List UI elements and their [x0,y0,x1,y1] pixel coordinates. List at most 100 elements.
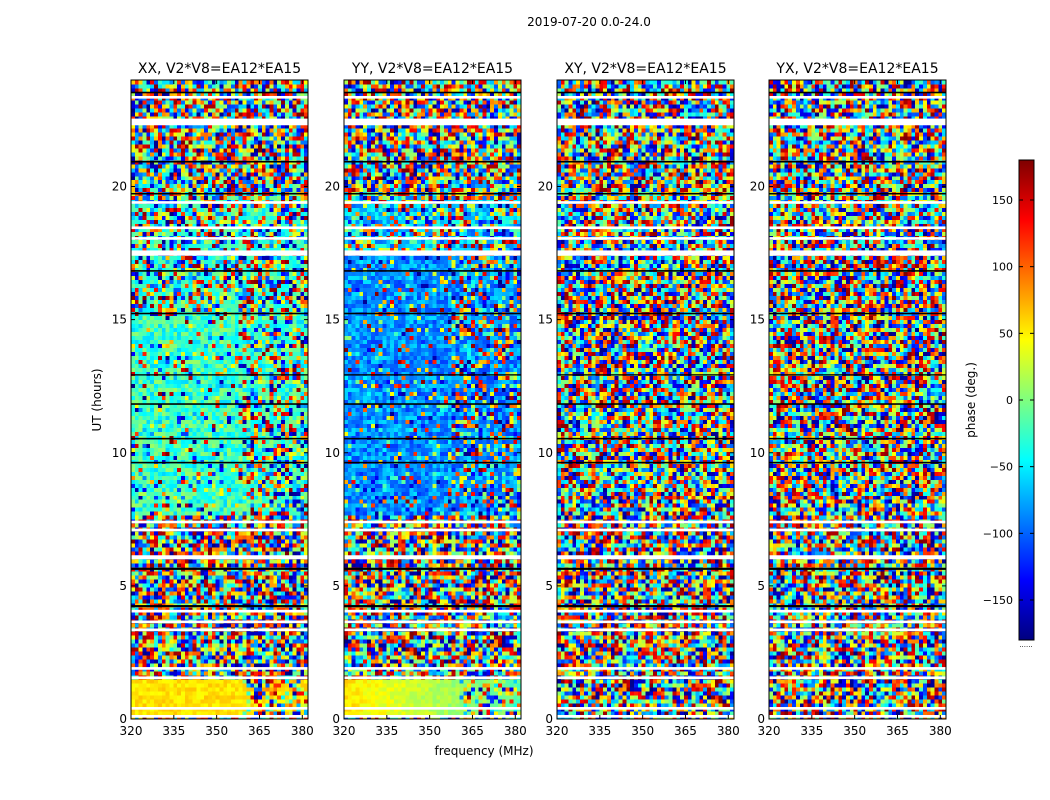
dark-band [769,92,946,94]
flagged-band [131,201,308,204]
y-tick-label: 5 [757,579,765,593]
y-tick-label: 15 [325,313,340,327]
dark-band [557,568,734,570]
flagged-band [344,610,521,613]
colorbar-tick-label: 100 [992,261,1013,274]
x-tick-label: 380 [291,724,314,738]
flagged-band [131,628,308,631]
flagged-band [344,237,521,240]
figure-title: 2019-07-20 0.0-24.0 [527,15,651,29]
flagged-band [557,715,734,718]
flagged-band [344,529,521,532]
flagged-band [344,201,521,204]
x-tick-label: 320 [120,724,143,738]
x-tick-label: 335 [162,724,185,738]
y-tick-label: 15 [112,313,127,327]
flagged-band [344,667,521,670]
dark-band [344,605,521,607]
flagged-band [344,521,521,524]
y-tick-label: 10 [112,446,127,460]
dark-band [769,403,946,405]
flagged-band [769,715,946,718]
dark-band [344,270,521,272]
dark-band [557,161,734,163]
y-tick-label: 5 [545,579,553,593]
dark-band [769,374,946,375]
dark-band [769,161,946,163]
dark-band [344,568,521,570]
y-tick-label: 0 [332,712,340,726]
dark-band [131,403,308,405]
dark-band [769,605,946,607]
dark-band [769,193,946,195]
flagged-band [131,529,308,532]
dark-band [557,374,734,375]
flagged-band [769,529,946,532]
flagged-band [769,96,946,99]
flagged-band [131,237,308,240]
dark-band [769,270,946,272]
flagged-band [557,628,734,631]
flagged-band [769,620,946,623]
flagged-band [131,610,308,613]
flagged-band [769,119,946,126]
dark-band [557,462,734,464]
flagged-band [131,521,308,524]
flagged-band [344,628,521,631]
flagged-band [131,667,308,670]
flagged-band [344,250,521,255]
dark-band [344,193,521,195]
x-tick-label: 320 [333,724,356,738]
flagged-band [131,119,308,126]
panel-title-1: XX, V2*V8=EA12*EA15 [138,61,301,77]
panel-title-4: YX, V2*V8=EA12*EA15 [775,61,938,77]
flagged-band [557,237,734,240]
x-tick-label: 365 [248,724,271,738]
colorbar-footer: ...... [1019,641,1032,649]
dynamic-spectrum-figure: 2019-07-20 0.0-24.0 XX, V2*V8=EA12*EA15 3… [0,0,1050,800]
dark-band [557,605,734,607]
flagged-band [557,119,734,126]
dark-band [131,161,308,163]
x-tick-label: 350 [631,724,654,738]
panel-title-3: XY, V2*V8=EA12*EA15 [564,61,726,77]
y-tick-label: 0 [757,712,765,726]
dark-band [344,438,521,440]
flagged-band [557,250,734,255]
dark-band [131,462,308,464]
flagged-band [557,96,734,99]
y-tick-label: 20 [538,180,553,194]
x-tick-label: 320 [758,724,781,738]
flagged-band [344,676,521,679]
flagged-band [344,555,521,559]
dark-band [344,374,521,375]
flagged-band [769,237,946,240]
flagged-band [344,620,521,623]
colorbar-tick-label: −150 [983,594,1013,607]
dark-band [769,568,946,570]
x-axis-label: frequency (MHz) [434,744,533,758]
flagged-band [131,96,308,99]
flagged-band [557,667,734,670]
x-tick-label: 335 [375,724,398,738]
x-tick-label: 365 [886,724,909,738]
dark-band [557,270,734,272]
phase-cells-3 [557,80,734,719]
dark-band [769,462,946,464]
y-tick-label: 0 [545,712,553,726]
flagged-band [769,676,946,679]
dark-band [131,374,308,375]
dark-band [344,313,521,315]
dark-band [344,161,521,163]
dark-band [769,313,946,315]
dark-band [131,270,308,272]
x-tick-label: 365 [674,724,697,738]
x-tick-label: 335 [800,724,823,738]
x-tick-label: 320 [546,724,569,738]
x-tick-label: 335 [588,724,611,738]
flagged-band [769,555,946,559]
